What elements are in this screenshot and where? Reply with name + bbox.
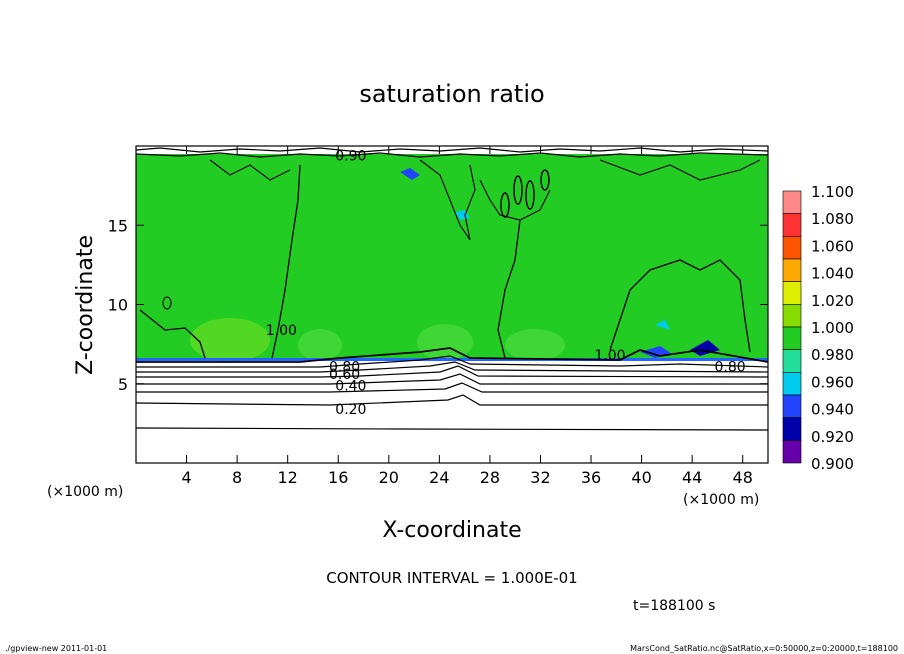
x-tick-label: 44 xyxy=(682,468,702,487)
x-tick-label: 4 xyxy=(181,468,191,487)
y-tick-label: 15 xyxy=(108,216,128,235)
undersat-edge xyxy=(136,358,768,361)
contour-line xyxy=(525,180,535,210)
contour-label: 0.80 xyxy=(329,359,360,375)
colorbar-label: 0.960 xyxy=(811,373,854,391)
colorbar-swatch xyxy=(782,349,802,373)
dry-region xyxy=(136,360,768,463)
contour-line xyxy=(136,355,769,368)
colorbar-label: 0.940 xyxy=(811,401,854,419)
colorbar-label: 1.020 xyxy=(811,292,854,310)
x-axis: 4 8 12 16 20 24 28 32 36 40 44 48 xyxy=(181,146,753,487)
contour-line xyxy=(139,309,206,359)
contour-line xyxy=(497,219,521,359)
colorbar-swatch xyxy=(782,440,802,464)
colorbar-swatch xyxy=(782,258,802,282)
top-contour xyxy=(135,152,769,158)
x-tick-label: 12 xyxy=(278,468,298,487)
contour-line xyxy=(271,164,301,359)
y-tick-label: 5 xyxy=(118,375,128,394)
contour-line xyxy=(162,296,172,310)
colorbar-swatch xyxy=(782,372,802,396)
x-tick-label: 16 xyxy=(328,468,348,487)
colorbar-label: 0.900 xyxy=(811,455,854,473)
x-tick-label: 32 xyxy=(530,468,550,487)
supersat-pocket xyxy=(298,329,342,361)
contour-line xyxy=(419,159,476,241)
contour-line xyxy=(513,175,523,205)
contour-line xyxy=(599,159,761,181)
contour-interval-note: CONTOUR INTERVAL = 1.000E-01 xyxy=(326,569,577,587)
colorbar-swatch xyxy=(782,281,802,305)
contour-label: 0.90 xyxy=(335,149,366,165)
supersat-pocket xyxy=(505,329,565,361)
colorbar-swatch xyxy=(782,213,802,237)
colorbar-label: 0.920 xyxy=(811,428,854,446)
contour-line xyxy=(136,347,769,363)
colorbar: 1.100 1.080 1.060 1.040 1.020 1.000 0.980 0.960… xyxy=(782,183,854,473)
footer-left: ./gpview-new 2011-01-01 xyxy=(5,644,107,653)
contour-line xyxy=(135,394,768,406)
contour-labels: 1.001.000.800.600.400.200.800.90 xyxy=(266,149,746,419)
undersat-patch xyxy=(655,320,670,330)
colorbar-label: 1.100 xyxy=(811,183,854,201)
contour-label: 1.00 xyxy=(594,348,625,364)
plot-area xyxy=(135,146,769,463)
x-axis-unit: (×1000 m) xyxy=(683,492,759,508)
x-axis-label: X-coordinate xyxy=(382,518,521,543)
x-tick-label: 28 xyxy=(480,468,500,487)
contour-line xyxy=(136,373,768,385)
contour-line xyxy=(500,192,510,218)
contour-line xyxy=(136,382,768,393)
colorbar-swatch xyxy=(782,190,802,214)
y-axis-label: Z-coordinate xyxy=(73,235,98,375)
x-tick-label: 20 xyxy=(379,468,399,487)
top-contour xyxy=(135,147,769,153)
colorbar-label: 0.980 xyxy=(811,346,854,364)
contour-label: 1.00 xyxy=(266,323,297,339)
contour-label: 0.20 xyxy=(335,402,366,418)
colorbar-swatch xyxy=(782,417,802,441)
contour-line xyxy=(136,361,769,373)
undersat-patch xyxy=(400,168,420,180)
colorbar-label: 1.080 xyxy=(811,210,854,228)
contour-line xyxy=(209,159,291,181)
colorbar-swatch xyxy=(782,304,802,328)
time-label: t=188100 s xyxy=(633,598,715,614)
chart-title: saturation ratio xyxy=(359,80,544,108)
colorbar-label: 1.000 xyxy=(811,319,854,337)
x-tick-label: 24 xyxy=(429,468,449,487)
y-tick-label: 10 xyxy=(108,296,128,315)
supersat-pocket xyxy=(190,318,270,362)
contour-label: 0.80 xyxy=(714,359,745,375)
contour-label: 0.60 xyxy=(329,367,360,383)
x-tick-label: 8 xyxy=(232,468,242,487)
x-tick-label: 36 xyxy=(581,468,601,487)
colorbar-swatch xyxy=(782,394,802,418)
contour-label: 0.40 xyxy=(335,378,366,394)
x-tick-label: 40 xyxy=(631,468,651,487)
x-tick-label: 48 xyxy=(733,468,753,487)
footer-right: MarsCond_SatRatio.nc@SatRatio,x=0:50000,… xyxy=(630,644,898,653)
colorbar-label: 1.060 xyxy=(811,237,854,255)
y-axis-unit: (×1000 m) xyxy=(47,484,123,500)
contour-line xyxy=(540,169,550,191)
contour-line xyxy=(479,179,551,221)
colorbar-label: 1.040 xyxy=(811,265,854,283)
y-axis: 5 10 15 xyxy=(108,216,768,394)
contour-line xyxy=(135,427,769,431)
contour-line xyxy=(136,365,769,378)
colorbar-swatch xyxy=(782,326,802,350)
contour-line xyxy=(609,259,751,353)
colorbar-swatch xyxy=(782,236,802,260)
